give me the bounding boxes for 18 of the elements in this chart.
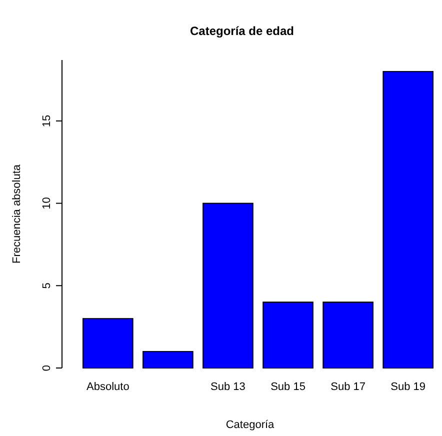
chart-title: Categoría de edad [190,24,294,38]
x-tick-label: Sub 17 [330,381,366,393]
y-tick-label: 10 [41,197,53,210]
y-tick-label: 15 [41,114,53,128]
x-tick-label: Sub 13 [210,381,246,393]
y-axis-title: Frecuencia absoluta [11,164,23,264]
x-tick-label: Sub 15 [270,381,306,393]
bar [202,202,254,368]
bar [82,318,134,368]
x-axis-title: Categoría [226,419,276,431]
bar [382,71,434,368]
bar [262,302,314,368]
x-tick-label: Absoluto [86,381,130,393]
x-tick-label: Sub 19 [390,381,426,393]
y-tick-label: 5 [41,282,53,289]
bar [322,302,374,368]
y-tick-label: 0 [41,364,53,372]
bar [142,351,194,368]
